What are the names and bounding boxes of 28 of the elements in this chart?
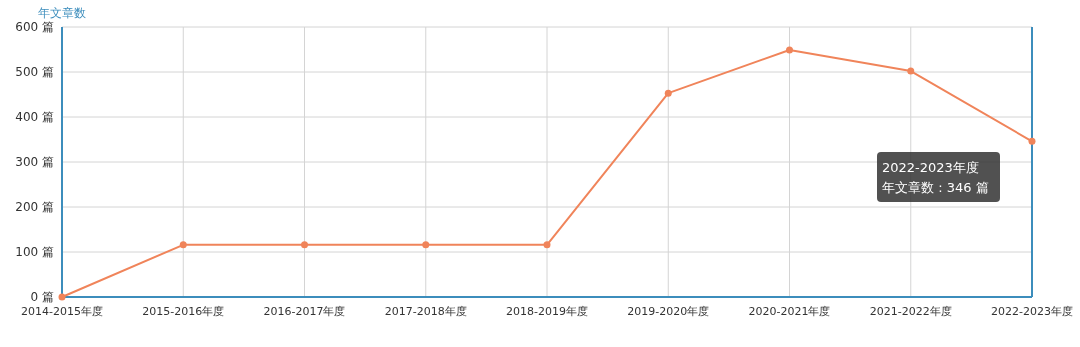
annotation: 2022-2023年度 bbox=[882, 160, 979, 175]
y-tick-label: 400 篇 bbox=[15, 110, 54, 124]
y-tick-label: 100 篇 bbox=[15, 245, 54, 259]
point bbox=[786, 46, 793, 54]
point bbox=[301, 241, 308, 249]
point bbox=[664, 89, 672, 97]
point bbox=[58, 293, 66, 301]
x-tick-label: 2019-2020年度 bbox=[627, 305, 710, 318]
x-tick-label: 2016-2017年度 bbox=[263, 305, 346, 318]
y-tick-label: 200 篇 bbox=[15, 200, 54, 214]
annotation: 年文章数 : 346 篇 bbox=[882, 180, 989, 195]
x-tick-label: 2014-2015年度 bbox=[21, 305, 103, 318]
y-tick-label: 600 篇 bbox=[15, 20, 54, 34]
y-tick-label: 300 篇 bbox=[15, 155, 54, 169]
y-tick-label: 0 篇 bbox=[30, 290, 54, 304]
x-tick-label: 2020-2021年度 bbox=[748, 305, 831, 318]
point bbox=[422, 241, 430, 249]
x-tick-label: 2017-2018年度 bbox=[384, 305, 467, 318]
point bbox=[179, 241, 187, 249]
point bbox=[1028, 137, 1036, 145]
x-tick-label: 2021-2022年度 bbox=[869, 305, 952, 318]
y-axis-title: 年文章数 bbox=[38, 6, 86, 20]
x-tick-label: 2018-2019年度 bbox=[506, 305, 588, 318]
point bbox=[907, 67, 915, 75]
point bbox=[543, 241, 551, 249]
y-tick-label: 500 篇 bbox=[15, 65, 54, 79]
x-tick-label: 2022-2023年度 bbox=[991, 305, 1073, 318]
x-tick-label: 2015-2016年度 bbox=[142, 305, 225, 318]
